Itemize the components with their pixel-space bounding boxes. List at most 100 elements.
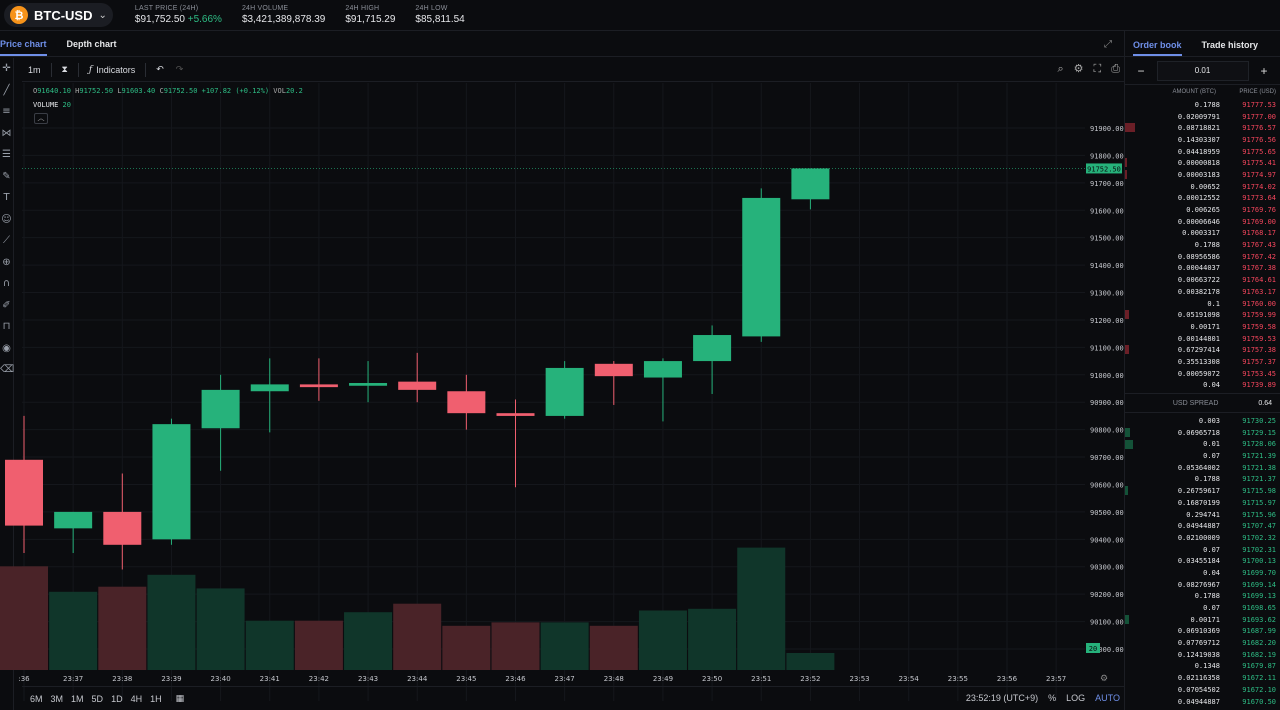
ask-row[interactable]: 0.00012552 91773.64 bbox=[1125, 193, 1280, 205]
horizontal-lines-icon[interactable]: ≡ bbox=[2, 106, 11, 117]
ask-row[interactable]: 0.35513308 91757.37 bbox=[1125, 356, 1280, 368]
fullscreen-icon[interactable]: ⛶ bbox=[1093, 62, 1102, 75]
ask-row[interactable]: 0.14303307 91776.56 bbox=[1125, 134, 1280, 146]
bid-row[interactable]: 0.01 91728.06 bbox=[1125, 439, 1280, 451]
camera-icon[interactable]: ⎙ bbox=[1111, 62, 1120, 75]
decrease-step-button[interactable]: − bbox=[1137, 63, 1145, 78]
bid-row[interactable]: 0.26759617 91715.98 bbox=[1125, 485, 1280, 497]
tab-depth-chart[interactable]: Depth chart bbox=[66, 39, 117, 49]
range-5d[interactable]: 5D bbox=[91, 693, 104, 704]
range-3m[interactable]: 3M bbox=[50, 693, 64, 704]
percent-toggle[interactable]: % bbox=[1048, 693, 1057, 703]
emoji-icon[interactable]: ☺ bbox=[1, 213, 12, 225]
collapse-legend-button[interactable]: ︿ bbox=[34, 113, 48, 124]
pitchfork-icon[interactable]: ⋈ bbox=[1, 127, 12, 139]
expand-icon[interactable]: ⤢ bbox=[1104, 39, 1112, 50]
bid-row[interactable]: 0.03455184 91700.13 bbox=[1125, 555, 1280, 567]
bid-row[interactable]: 0.1788 91721.37 bbox=[1125, 474, 1280, 486]
bid-row[interactable]: 0.16870199 91715.97 bbox=[1125, 497, 1280, 509]
undo-icon[interactable]: ↶ bbox=[156, 64, 164, 75]
bid-row[interactable]: 0.02100009 91702.32 bbox=[1125, 532, 1280, 544]
candle-body bbox=[791, 168, 830, 200]
ask-row[interactable]: 0.00652 91774.02 bbox=[1125, 181, 1280, 193]
auto-toggle[interactable]: AUTO bbox=[1095, 693, 1120, 703]
bid-row[interactable]: 0.07 91702.31 bbox=[1125, 544, 1280, 556]
ask-row[interactable]: 0.00144801 91759.53 bbox=[1125, 333, 1280, 345]
ask-row[interactable]: 0.00663722 91764.61 bbox=[1125, 274, 1280, 286]
ask-row[interactable]: 0.1788 91777.53 bbox=[1125, 99, 1280, 111]
zoom-in-icon[interactable]: ⊕ bbox=[2, 256, 11, 268]
ask-row[interactable]: 0.04418959 91775.65 bbox=[1125, 146, 1280, 158]
bid-row[interactable]: 0.08276967 91699.14 bbox=[1125, 579, 1280, 591]
price-cell: 91693.62 bbox=[1242, 615, 1276, 624]
ask-row[interactable]: 0.05191098 91759.99 bbox=[1125, 309, 1280, 321]
ask-row[interactable]: 0.00059072 91753.45 bbox=[1125, 368, 1280, 380]
bid-row[interactable]: 0.1348 91679.87 bbox=[1125, 661, 1280, 673]
ruler-icon[interactable]: ⟋ bbox=[3, 235, 10, 246]
eye-icon[interactable]: ◉ bbox=[2, 342, 11, 354]
calendar-icon[interactable]: ▦ bbox=[175, 693, 185, 704]
bid-row[interactable]: 0.07 91721.39 bbox=[1125, 450, 1280, 462]
bid-row[interactable]: 0.02116358 91672.11 bbox=[1125, 672, 1280, 684]
ask-row[interactable]: 0.08956586 91767.42 bbox=[1125, 251, 1280, 263]
bid-row[interactable]: 0.003 91730.25 bbox=[1125, 415, 1280, 427]
pair-selector[interactable]: ₿ BTC-USD ⌄ bbox=[4, 3, 113, 27]
magnet-icon[interactable]: ∩ bbox=[2, 278, 11, 289]
text-icon[interactable]: T bbox=[3, 192, 10, 203]
gear-icon[interactable]: ⚙ bbox=[1073, 62, 1084, 75]
bid-row[interactable]: 0.07054502 91672.10 bbox=[1125, 684, 1280, 696]
candle-type-icon[interactable]: ⧗ bbox=[61, 64, 68, 75]
price-chart[interactable]: 91900.00 91800.00 91700.00 91600.00 91500.00… bbox=[0, 31, 1124, 710]
bid-row[interactable]: 0.04944887 91707.47 bbox=[1125, 520, 1280, 532]
bid-row[interactable]: 0.07 91698.65 bbox=[1125, 602, 1280, 614]
ask-row[interactable]: 0.00044037 91767.38 bbox=[1125, 263, 1280, 275]
range-6m[interactable]: 6M bbox=[30, 693, 43, 704]
range-1m[interactable]: 1M bbox=[71, 693, 84, 704]
increase-step-button[interactable]: + bbox=[1260, 63, 1268, 78]
bid-row[interactable]: 0.00171 91693.62 bbox=[1125, 614, 1280, 626]
range-4h[interactable]: 4H bbox=[130, 693, 143, 704]
channel-icon[interactable]: ☰ bbox=[2, 149, 11, 160]
lock-icon[interactable]: ⊓ bbox=[2, 321, 11, 332]
price-step-value[interactable]: 0.01 bbox=[1156, 60, 1249, 81]
bid-row[interactable]: 0.1788 91699.13 bbox=[1125, 591, 1280, 603]
ask-row[interactable]: 0.08718821 91776.57 bbox=[1125, 122, 1280, 134]
trendline-icon[interactable]: ╱ bbox=[3, 84, 10, 96]
indicators-button[interactable]: ƒ Indicators bbox=[83, 65, 141, 75]
lock-drawing-icon[interactable]: ✐ bbox=[2, 299, 11, 311]
ask-row[interactable]: 0.04 91739.89 bbox=[1125, 380, 1280, 392]
bid-row[interactable]: 0.05364002 91721.38 bbox=[1125, 462, 1280, 474]
ask-row[interactable]: 0.00382178 91763.17 bbox=[1125, 286, 1280, 298]
range-1h[interactable]: 1H bbox=[150, 693, 162, 704]
crosshair-icon[interactable]: ✛ bbox=[2, 63, 11, 74]
log-toggle[interactable]: LOG bbox=[1066, 693, 1086, 703]
ask-row[interactable]: 0.00171 91759.58 bbox=[1125, 321, 1280, 333]
tab-order-book[interactable]: Order book bbox=[1133, 40, 1182, 56]
brush-icon[interactable]: ✎ bbox=[2, 170, 11, 182]
bid-row[interactable]: 0.294741 91715.96 bbox=[1125, 509, 1280, 521]
amount-cell: 0.04944887 bbox=[1177, 697, 1220, 706]
ask-row[interactable]: 0.1788 91767.43 bbox=[1125, 239, 1280, 251]
bid-row[interactable]: 0.06965718 91729.15 bbox=[1125, 427, 1280, 439]
range-1d[interactable]: 1D bbox=[111, 693, 123, 704]
ask-row[interactable]: 0.67297414 91757.38 bbox=[1125, 344, 1280, 356]
chevron-down-icon: ⌄ bbox=[98, 9, 107, 21]
bid-row[interactable]: 0.04944887 91670.50 bbox=[1125, 696, 1280, 708]
ask-row[interactable]: 0.00006646 91769.00 bbox=[1125, 216, 1280, 228]
ask-row[interactable]: 0.0003317 91768.17 bbox=[1125, 228, 1280, 240]
bid-row[interactable]: 0.12419038 91682.19 bbox=[1125, 649, 1280, 661]
tab-trade-history[interactable]: Trade history bbox=[1201, 40, 1259, 50]
search-replay-icon[interactable]: ⌕ bbox=[1057, 62, 1064, 75]
tab-price-chart[interactable]: Price chart bbox=[0, 39, 47, 56]
bid-row[interactable]: 0.06910369 91687.99 bbox=[1125, 626, 1280, 638]
ask-row[interactable]: 0.00003183 91774.97 bbox=[1125, 169, 1280, 181]
interval-selector[interactable]: 1m bbox=[28, 64, 41, 75]
trash-icon[interactable]: ⌫ bbox=[0, 364, 15, 375]
redo-icon[interactable]: ↷ bbox=[175, 64, 184, 75]
ask-row[interactable]: 0.00000818 91775.41 bbox=[1125, 157, 1280, 169]
ask-row[interactable]: 0.006265 91769.76 bbox=[1125, 204, 1280, 216]
ask-row[interactable]: 0.02009791 91777.00 bbox=[1125, 111, 1280, 123]
ask-row[interactable]: 0.1 91760.00 bbox=[1125, 298, 1280, 310]
bid-row[interactable]: 0.07769712 91682.20 bbox=[1125, 637, 1280, 649]
bid-row[interactable]: 0.04 91699.70 bbox=[1125, 567, 1280, 579]
